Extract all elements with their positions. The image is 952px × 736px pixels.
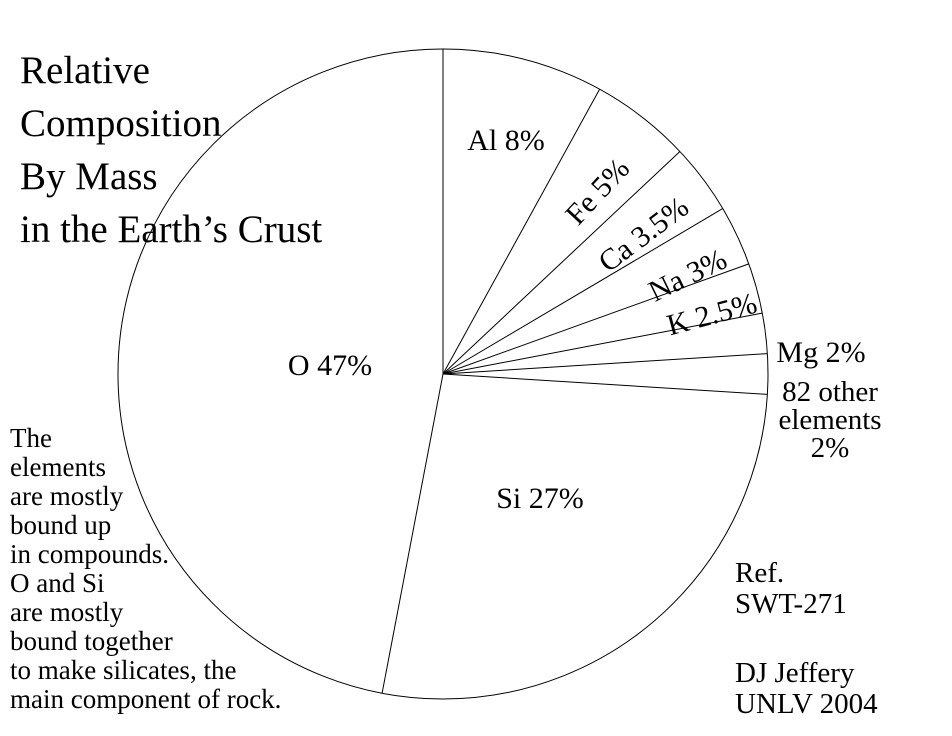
slice-boundary-line	[381, 373, 444, 694]
note-line: in compounds.	[10, 539, 169, 569]
slice-boundary-line	[442, 88, 601, 375]
slice-boundary-line	[442, 208, 723, 375]
explanation-note: The elements are mostly bound up in comp…	[10, 424, 281, 714]
title-line: Relative	[20, 49, 150, 92]
note-line: elements	[10, 452, 106, 482]
slice-boundary-line	[442, 151, 681, 375]
title-line: Composition	[20, 102, 222, 145]
slice-boundary-line	[442, 312, 763, 375]
title-line: in the Earth’s Crust	[20, 208, 323, 251]
title-line: By Mass	[20, 155, 158, 198]
note-line: to make silicates, the	[10, 655, 237, 685]
reference-line: SWT-271	[735, 588, 847, 620]
note-line: bound up	[10, 510, 112, 540]
other-label-line: elements	[778, 404, 882, 436]
other-label-line: 2%	[810, 432, 850, 464]
slice-label-al: Al 8%	[467, 124, 545, 157]
note-line: bound together	[10, 626, 173, 656]
slice-label-o: O 47%	[287, 349, 373, 382]
chart-title: Relative Composition By Mass in the Eart…	[20, 44, 322, 256]
slice-boundary-line	[442, 373, 768, 395]
slice-label-mg: Mg 2%	[776, 336, 866, 369]
reference-line: Ref.	[735, 557, 785, 589]
note-line: are mostly	[10, 481, 124, 511]
note-line: main component of rock.	[10, 684, 282, 714]
note-line: O and Si	[10, 568, 105, 598]
credit-line: UNLV 2004	[735, 688, 878, 720]
slice-boundary-line	[442, 353, 768, 375]
slice-label-other-elements: 82 other elements 2%	[778, 376, 882, 464]
note-line: The	[10, 423, 52, 453]
credit-note: DJ Jeffery UNLV 2004	[735, 658, 878, 720]
note-line: are mostly	[10, 597, 124, 627]
credit-line: DJ Jeffery	[735, 657, 855, 689]
slice-label-si: Si 27%	[496, 482, 584, 515]
slice-boundary-line	[442, 263, 749, 375]
other-label-line: 82 other	[782, 376, 878, 408]
reference-note: Ref. SWT-271	[735, 558, 847, 620]
